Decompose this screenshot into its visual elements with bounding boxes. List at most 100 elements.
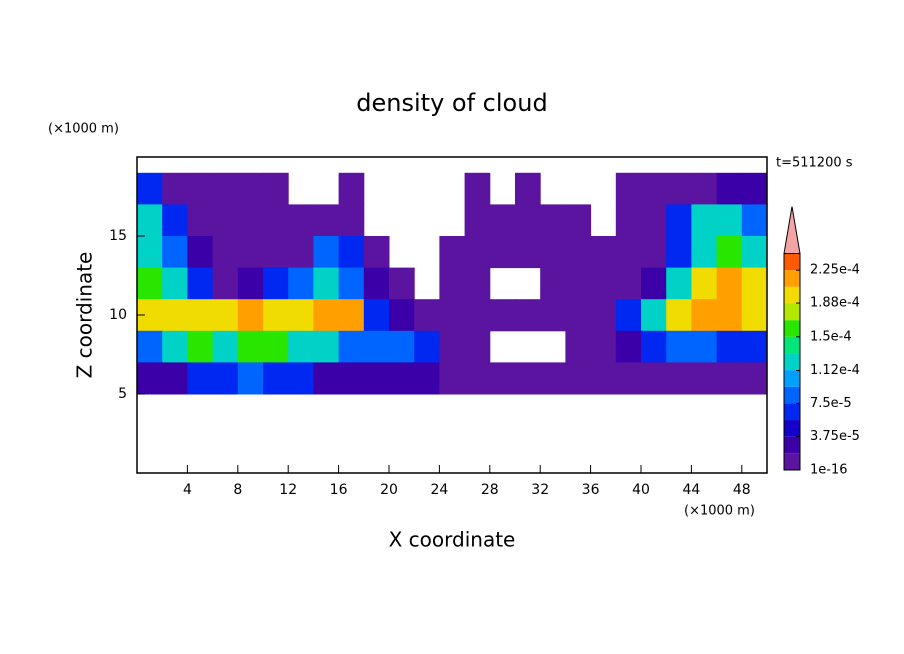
contour-cell xyxy=(288,330,314,363)
contour-cell xyxy=(439,299,466,332)
contour-cell xyxy=(212,330,239,363)
contour-cell xyxy=(162,362,188,395)
x-tick-label: 20 xyxy=(380,482,398,498)
contour-cell xyxy=(187,236,214,269)
contour-cell xyxy=(288,267,314,300)
chart-title: density of cloud xyxy=(356,89,547,117)
contour-cell xyxy=(237,362,264,395)
contour-cell xyxy=(414,299,440,332)
contour-cell xyxy=(666,267,692,300)
colorbar-tick-label: 2.25e-4 xyxy=(810,263,860,278)
colorbar-band xyxy=(784,303,800,321)
contour-cell xyxy=(590,236,617,269)
contour-cell xyxy=(615,172,642,205)
contour-cell xyxy=(338,330,365,363)
colorbar-frame xyxy=(783,253,801,471)
contour-cell xyxy=(540,267,566,300)
contour-cell xyxy=(187,204,214,237)
contour-cell xyxy=(288,204,314,237)
contour-cell xyxy=(641,172,667,205)
contour-cell xyxy=(540,362,566,395)
contour-cell xyxy=(338,267,365,300)
contour-cell xyxy=(263,236,289,269)
contour-cell xyxy=(288,362,314,395)
contour-cell xyxy=(237,236,264,269)
contour-cell xyxy=(741,362,768,395)
contour-cell xyxy=(137,204,163,237)
contour-cell xyxy=(464,236,491,269)
contour-cell xyxy=(741,299,768,332)
contour-cell xyxy=(338,362,365,395)
contour-cell xyxy=(237,172,264,205)
contour-cell xyxy=(489,299,516,332)
contour-cell xyxy=(565,236,592,269)
colorbar-band xyxy=(784,403,800,421)
colorbar-band xyxy=(784,286,800,304)
contour-cell xyxy=(464,267,491,300)
contour-cell xyxy=(515,172,541,205)
x-tick-label: 36 xyxy=(582,482,600,498)
contour-cell xyxy=(162,267,188,300)
colorbar-tick-label: 1e-16 xyxy=(810,463,848,478)
contour-cell xyxy=(565,330,592,363)
contour-cell xyxy=(338,204,365,237)
y-unit: (×1000 m) xyxy=(48,122,119,137)
contour-cell xyxy=(187,172,214,205)
colorbar-tick-label: 1.5e-4 xyxy=(810,329,852,344)
contour-cell xyxy=(212,267,239,300)
contour-cell xyxy=(716,330,743,363)
contour-cell xyxy=(237,330,264,363)
x-axis-label: X coordinate xyxy=(389,528,516,552)
x-tick-label: 44 xyxy=(682,482,700,498)
contour-cell xyxy=(263,204,289,237)
contour-cell xyxy=(615,330,642,363)
contour-cell xyxy=(464,362,491,395)
contour-cell xyxy=(615,362,642,395)
contour-cell xyxy=(741,236,768,269)
contour-cell xyxy=(590,362,617,395)
contour-cell xyxy=(162,299,188,332)
y-tick-label: 15 xyxy=(109,228,127,244)
contour-cell xyxy=(590,330,617,363)
contour-cell xyxy=(515,362,541,395)
x-tick-label: 32 xyxy=(531,482,549,498)
contour-cell xyxy=(212,172,239,205)
contour-cell xyxy=(313,267,340,300)
colorbar-band xyxy=(784,436,800,454)
contour-cell xyxy=(489,236,516,269)
colorbar-band xyxy=(784,253,800,271)
contour-cell xyxy=(565,204,592,237)
contour-cell xyxy=(615,267,642,300)
colorbar-tick-label: 1.12e-4 xyxy=(810,363,860,378)
contour-cell xyxy=(313,204,340,237)
contour-cell xyxy=(212,204,239,237)
contour-cell xyxy=(716,299,743,332)
x-tick-label: 24 xyxy=(430,482,448,498)
contour-cell xyxy=(641,299,667,332)
x-tick-label: 16 xyxy=(330,482,348,498)
contour-cell xyxy=(540,299,566,332)
contour-cell xyxy=(263,172,289,205)
contour-cell xyxy=(313,330,340,363)
contour-cell xyxy=(716,236,743,269)
contour-cell xyxy=(489,204,516,237)
contour-cell xyxy=(313,299,340,332)
contour-cell xyxy=(187,299,214,332)
contour-cell xyxy=(212,236,239,269)
contour-cell xyxy=(439,236,466,269)
colorbar-tick-label: 1.88e-4 xyxy=(810,296,860,311)
contour-cell xyxy=(540,204,566,237)
contour-cell xyxy=(741,330,768,363)
contour-cell xyxy=(389,299,415,332)
contour-cell xyxy=(389,267,415,300)
contour-cell xyxy=(615,236,642,269)
colorbar-band xyxy=(784,320,800,337)
contour-cell xyxy=(666,204,692,237)
colorbar-band xyxy=(784,453,800,470)
contour-cell xyxy=(363,362,390,395)
contour-cell xyxy=(691,267,718,300)
contour-cell xyxy=(641,236,667,269)
contour-cell xyxy=(691,330,718,363)
y-tick-label: 10 xyxy=(109,307,127,323)
